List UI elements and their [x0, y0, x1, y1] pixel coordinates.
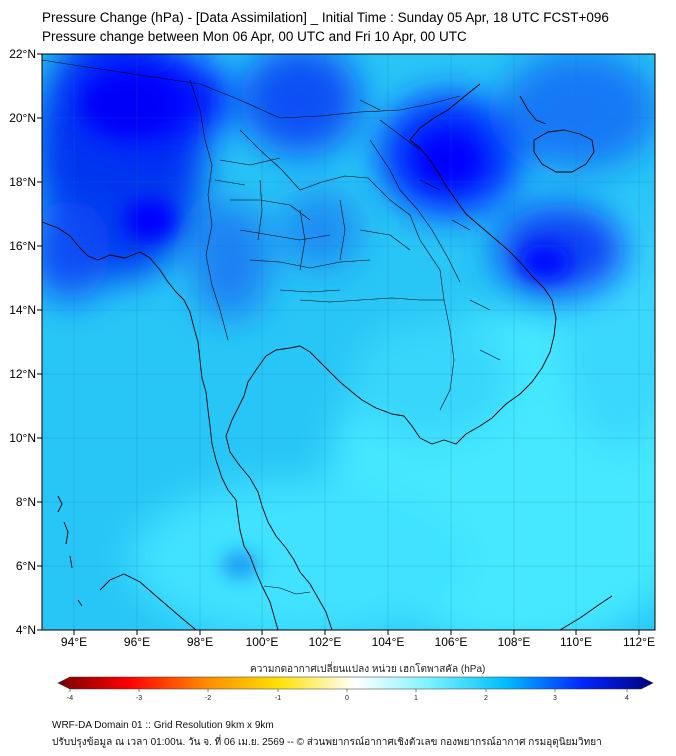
- lon-label: 112°E: [623, 635, 655, 649]
- colorbar-caption: ความกดอากาศเปลี่ยนแปลง หน่วย เฮกโตพาสคัล…: [250, 664, 486, 675]
- thai-laos-border: [239, 129, 445, 301]
- colorbar-tick-label: -2: [205, 695, 211, 702]
- gulf-of-thailand-coast: [243, 345, 405, 417]
- nicobar: [77, 599, 83, 607]
- cambodia-vietnam-coast: [403, 139, 557, 445]
- colorbar-tick-label: 3: [553, 695, 557, 702]
- china-border: [42, 59, 461, 119]
- malaysia-thai-border: [263, 585, 311, 595]
- lat-label: 18°N: [9, 175, 36, 189]
- lon-label: 102°E: [309, 635, 342, 649]
- colorbar-tick-label: 0: [345, 695, 349, 702]
- footer-update-info: ปรับปรุงข้อมูล ณ เวลา 01:00น. วัน จ. ที่…: [52, 737, 602, 748]
- lon-label: 106°E: [435, 635, 468, 649]
- map-subtitle: Pressure change between Mon 06 Apr, 00 U…: [42, 29, 467, 44]
- colorbar-ticks: [69, 689, 628, 692]
- lat-label: 10°N: [9, 431, 36, 445]
- malay-peninsula-east: [225, 395, 333, 630]
- admin-borders: [42, 59, 501, 595]
- lat-label: 22°N: [9, 47, 36, 61]
- malay-peninsula-west: [215, 459, 279, 630]
- colorbar-tick-label: 4: [625, 695, 629, 702]
- lat-label: 4°N: [16, 623, 36, 637]
- lat-label: 12°N: [9, 367, 36, 381]
- pressure-field: [42, 54, 655, 630]
- borneo-tip: [559, 595, 613, 630]
- longitude-labels: 94°E 96°E 98°E 100°E 102°E 104°E 106°E 1…: [61, 635, 655, 649]
- laos-vietnam-border: [369, 139, 461, 283]
- lon-label: 110°E: [560, 635, 592, 649]
- lat-label: 6°N: [16, 559, 36, 573]
- lat-label: 14°N: [9, 303, 36, 317]
- lat-label: 8°N: [16, 495, 36, 509]
- vietnam-provinces: [359, 99, 501, 361]
- province-lines: [214, 157, 411, 293]
- myanmar-coast: [42, 221, 217, 461]
- cambodia-vietnam-border: [439, 299, 455, 411]
- lon-label: 98°E: [187, 635, 213, 649]
- colorbar-tick-label: -1: [275, 695, 281, 702]
- map-title: Pressure Change (hPa) - [Data Assimilati…: [42, 10, 609, 25]
- thai-cambodia-border: [299, 297, 444, 303]
- lat-label: 16°N: [9, 239, 36, 253]
- lon-label: 108°E: [498, 635, 531, 649]
- pressure-change-map: 94°E 96°E 98°E 100°E 102°E 104°E 106°E 1…: [9, 47, 656, 702]
- map-frame: [41, 53, 656, 631]
- lon-label: 94°E: [61, 635, 87, 649]
- colorbar-tick-label: 2: [484, 695, 488, 702]
- colorbar-tick-label: 1: [414, 695, 418, 702]
- footer-model-info: WRF-DA Domain 01 :: Grid Resolution 9km …: [52, 720, 274, 731]
- tick-marks: [37, 53, 640, 635]
- hainan: [533, 129, 595, 173]
- lon-label: 104°E: [372, 635, 405, 649]
- colorbar-tick-label: -4: [67, 695, 73, 702]
- gulf-of-tonkin: [409, 83, 481, 141]
- field-deep-spots: [85, 75, 570, 579]
- map-grid: [42, 54, 655, 630]
- colorbar-tick-label: -3: [136, 695, 142, 702]
- lon-label: 96°E: [124, 635, 150, 649]
- leizhou: [519, 95, 547, 125]
- field-light-areas: [130, 210, 655, 630]
- lon-label: 100°E: [246, 635, 279, 649]
- sumatra-tip: [99, 573, 197, 630]
- colorbar: -4 -3 -2 -1 0 1 2 3 4: [57, 676, 654, 702]
- lat-label: 20°N: [9, 111, 36, 125]
- coastlines: [42, 83, 613, 630]
- thai-myanmar-border: [189, 79, 229, 341]
- latitude-labels: 4°N 6°N 8°N 10°N 12°N 14°N 16°N 18°N 20°…: [9, 47, 36, 637]
- andaman-islands: [57, 495, 73, 569]
- colorbar-strip: [57, 676, 654, 690]
